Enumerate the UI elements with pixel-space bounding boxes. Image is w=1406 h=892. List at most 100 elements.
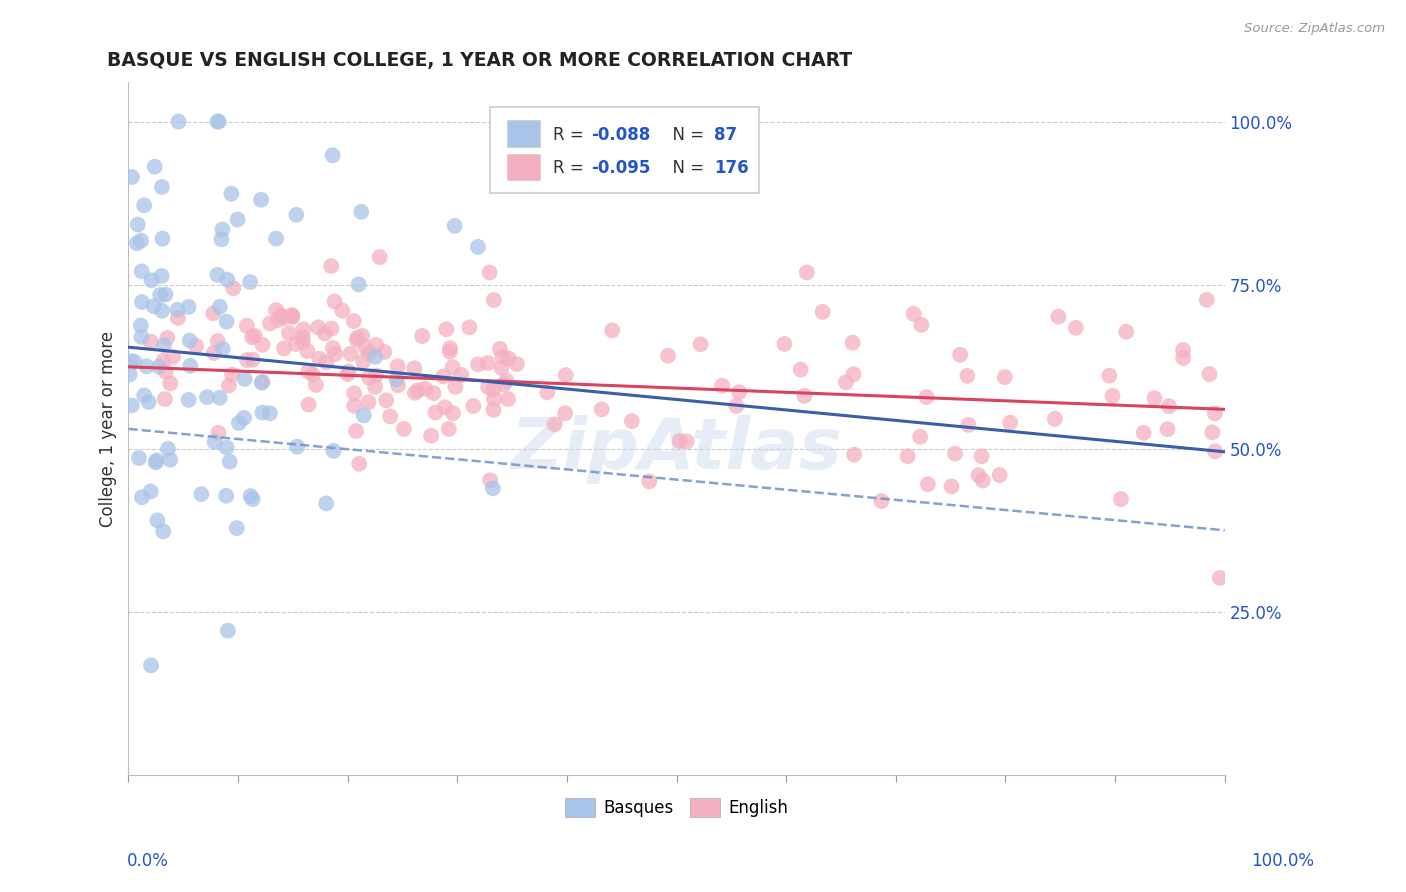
Point — [336, 367, 359, 381]
Bar — [506, 153, 540, 180]
Point — [1043, 412, 1066, 426]
Point — [211, 342, 233, 356]
Point — [179, 359, 201, 373]
Point — [250, 193, 273, 207]
Point — [347, 277, 370, 292]
Point — [156, 331, 179, 345]
Point — [297, 364, 319, 378]
Point — [343, 314, 366, 328]
Point — [364, 350, 387, 364]
Point — [675, 434, 697, 449]
Point — [491, 360, 513, 375]
Point — [159, 452, 181, 467]
Point — [252, 338, 274, 352]
Point — [1064, 320, 1087, 334]
Point — [315, 355, 337, 369]
Point — [233, 411, 256, 425]
Point — [835, 375, 858, 389]
Point — [434, 401, 457, 415]
Point — [689, 337, 711, 351]
Point — [166, 302, 188, 317]
Point — [1198, 367, 1220, 381]
Text: N =: N = — [662, 126, 710, 144]
Point — [202, 306, 225, 320]
Point — [434, 322, 457, 336]
Point — [949, 348, 972, 362]
Point — [208, 391, 231, 405]
Point — [811, 305, 834, 319]
Point — [301, 368, 323, 382]
Point — [413, 382, 436, 396]
Point — [139, 334, 162, 349]
Point — [217, 272, 239, 286]
Point — [841, 335, 863, 350]
Point — [1047, 310, 1070, 324]
Point — [392, 422, 415, 436]
Point — [131, 295, 153, 310]
Point — [842, 367, 865, 381]
Point — [141, 273, 163, 287]
Y-axis label: College, 1 year or more: College, 1 year or more — [100, 331, 117, 527]
Point — [322, 148, 344, 162]
Point — [218, 378, 240, 392]
Point — [131, 264, 153, 278]
Point — [375, 393, 398, 408]
Point — [789, 362, 811, 376]
Point — [1101, 389, 1123, 403]
Point — [506, 357, 529, 371]
Point — [153, 392, 176, 406]
Point — [1195, 293, 1218, 307]
Point — [441, 406, 464, 420]
Point — [120, 354, 142, 368]
Point — [441, 360, 464, 375]
Point — [321, 321, 343, 335]
Point — [124, 355, 146, 369]
Point — [121, 399, 143, 413]
FancyBboxPatch shape — [491, 107, 759, 194]
Point — [425, 405, 447, 419]
Point — [157, 442, 180, 456]
Point — [273, 342, 295, 356]
Point — [432, 369, 454, 384]
Point — [344, 424, 367, 438]
Text: Source: ZipAtlas.com: Source: ZipAtlas.com — [1244, 22, 1385, 36]
Point — [252, 375, 274, 389]
Point — [357, 346, 380, 360]
Point — [211, 232, 233, 246]
Point — [281, 308, 304, 322]
Point — [207, 334, 229, 348]
Point — [478, 265, 501, 279]
Point — [225, 521, 247, 535]
Point — [728, 385, 751, 400]
Point — [908, 430, 931, 444]
Point — [536, 385, 558, 400]
Point — [215, 315, 238, 329]
Point — [870, 494, 893, 508]
Point — [273, 310, 295, 325]
Point — [970, 450, 993, 464]
Point — [482, 402, 505, 417]
Point — [243, 328, 266, 343]
Point — [437, 422, 460, 436]
Point — [842, 448, 865, 462]
Point — [467, 358, 489, 372]
Point — [138, 395, 160, 409]
Point — [131, 330, 153, 344]
Point — [129, 318, 152, 333]
Point — [236, 353, 259, 368]
Point — [917, 477, 939, 491]
Point — [330, 303, 353, 318]
Point — [411, 329, 433, 343]
Point — [315, 496, 337, 510]
Text: 176: 176 — [714, 160, 748, 178]
Point — [184, 339, 207, 353]
Point — [153, 338, 176, 352]
Point — [305, 377, 328, 392]
Point — [177, 392, 200, 407]
Point — [943, 447, 966, 461]
Point — [215, 441, 238, 455]
Point — [498, 351, 520, 366]
Point — [554, 368, 576, 382]
Point — [252, 406, 274, 420]
Point — [321, 259, 343, 273]
